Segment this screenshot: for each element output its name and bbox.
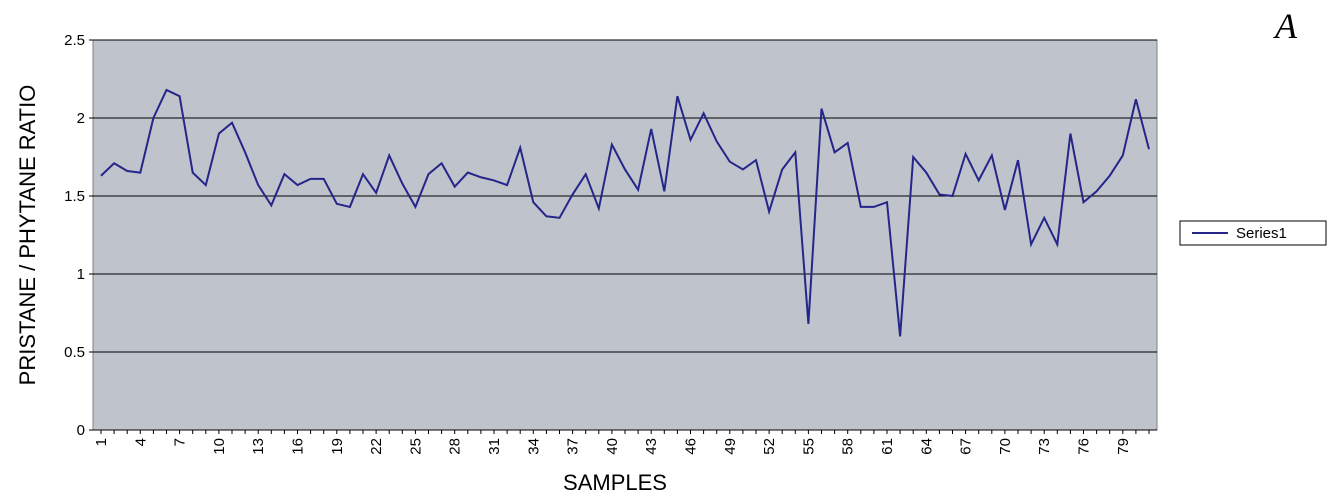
x-tick-label: 7	[172, 438, 189, 446]
x-tick-label: 76	[1076, 438, 1093, 455]
x-tick-label: 13	[250, 438, 267, 455]
plot-area	[92, 39, 1158, 431]
panel-label: A	[1273, 6, 1298, 46]
x-axis-title: SAMPLES	[563, 470, 667, 495]
y-tick-label: 1.5	[64, 188, 85, 205]
x-tick-label: 67	[958, 438, 975, 455]
x-tick-label: 1	[93, 438, 110, 446]
x-tick-label: 73	[1036, 438, 1053, 455]
y-tick-label: 0	[77, 422, 85, 439]
x-tick-label: 61	[879, 438, 896, 455]
x-tick-label: 70	[997, 438, 1014, 455]
y-tick-label: 0.5	[64, 344, 85, 361]
x-tick-label: 10	[211, 438, 228, 455]
x-tick-label: 4	[132, 438, 149, 446]
x-tick-label: 19	[329, 438, 346, 455]
y-axis-title: PRISTANE / PHYTANE RATIO	[15, 85, 40, 386]
x-tick-label: 64	[918, 438, 935, 455]
x-tick-label: 52	[761, 438, 778, 455]
x-tick-label: 25	[407, 438, 424, 455]
x-tick-label: 55	[800, 438, 817, 455]
x-tick-label: 49	[722, 438, 739, 455]
x-tick-label: 58	[840, 438, 857, 455]
data-line	[100, 88, 1150, 337]
x-tick-label: 22	[368, 438, 385, 455]
x-tick-label: 79	[1115, 438, 1132, 455]
y-tick-label: 2	[77, 110, 85, 127]
y-tick-label: 1	[77, 266, 85, 283]
x-tick-label: 28	[447, 438, 464, 455]
x-tick-label: 43	[643, 438, 660, 455]
x-tick-label: 34	[525, 438, 542, 455]
legend-label: Series1	[1236, 225, 1287, 242]
x-tick-label: 16	[290, 438, 307, 455]
x-tick-label: 46	[683, 438, 700, 455]
y-tick-label: 2.5	[64, 32, 85, 49]
x-tick-label: 37	[565, 438, 582, 455]
x-tick-label: 31	[486, 438, 503, 455]
x-tick-label: 40	[604, 438, 621, 455]
